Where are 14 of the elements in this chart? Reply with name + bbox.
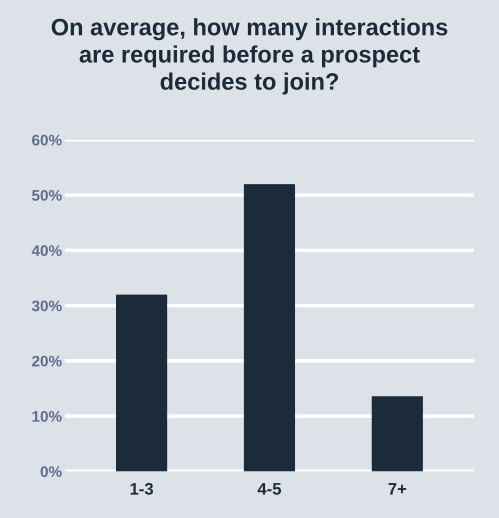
bar bbox=[244, 184, 296, 472]
y-tick-label: 30% bbox=[32, 300, 62, 312]
y-tick-label: 60% bbox=[32, 134, 62, 146]
x-tick-label: 7+ bbox=[388, 483, 406, 495]
x-tick-label: 4-5 bbox=[258, 483, 282, 495]
y-tick-label: 50% bbox=[32, 190, 62, 201]
y-tick-label: 40% bbox=[32, 245, 62, 256]
x-tick-label: 1-3 bbox=[130, 482, 154, 495]
bar bbox=[116, 294, 168, 472]
y-tick-label: 20% bbox=[32, 356, 62, 367]
bar bbox=[372, 396, 423, 472]
chart-title: On average, how many interactions are required before a prospect decides to join? bbox=[52, 18, 448, 95]
y-tick-label: 0% bbox=[40, 466, 62, 478]
y-tick-label: 10% bbox=[32, 410, 62, 422]
